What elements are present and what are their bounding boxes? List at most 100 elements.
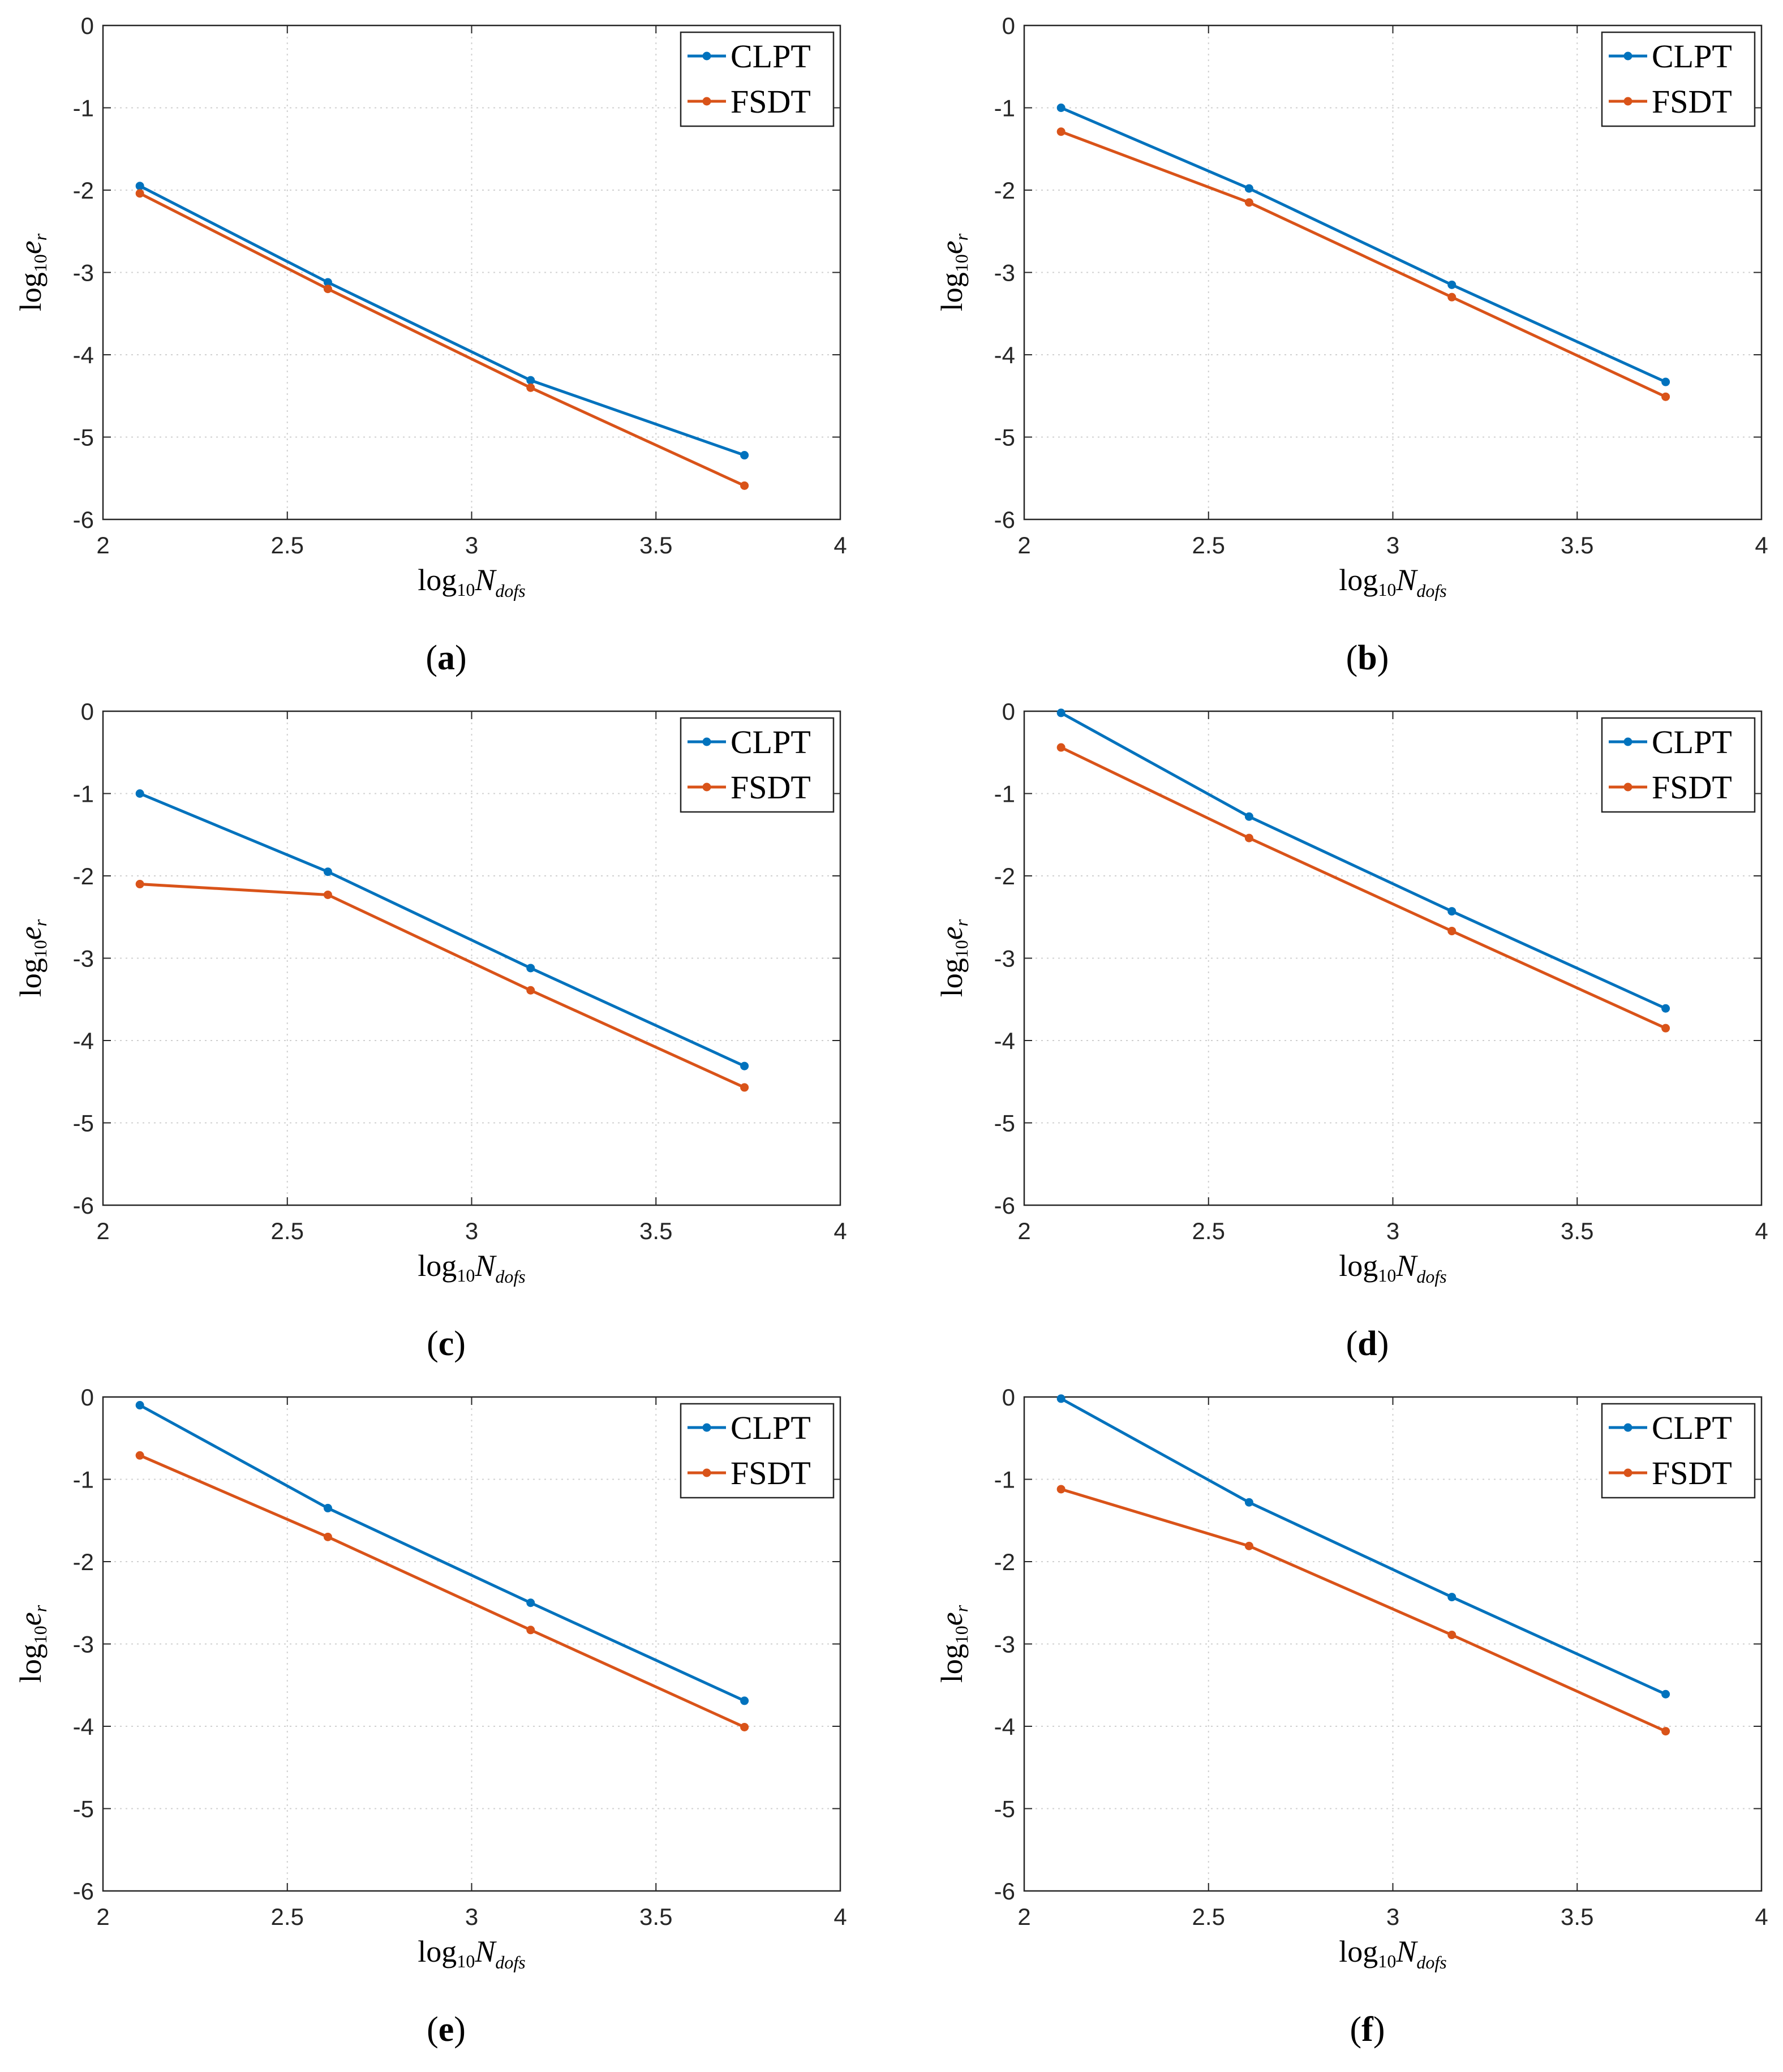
data-point-clpt: [1244, 812, 1253, 821]
data-point-fsdt: [323, 285, 332, 294]
series-line-clpt: [139, 792, 745, 1068]
data-point-clpt: [1447, 1593, 1457, 1602]
x-tick-label: 3.5: [1561, 1218, 1593, 1244]
x-tick-label: 2.5: [271, 1218, 304, 1244]
data-point-clpt: [1661, 1004, 1670, 1013]
axes-box: [102, 1396, 841, 1892]
data-point-fsdt: [1661, 392, 1670, 401]
legend-marker-fsdt: [702, 1468, 711, 1477]
y-tick-label: -1: [73, 95, 94, 122]
x-tick-label: 3: [1386, 1903, 1399, 1930]
y-tick-label: -1: [73, 1467, 94, 1493]
y-tick-label: -4: [994, 1028, 1015, 1054]
data-point-fsdt: [1244, 1541, 1253, 1550]
y-tick-label: -3: [994, 945, 1015, 972]
data-point-fsdt: [1661, 1024, 1670, 1033]
data-point-clpt: [1056, 1394, 1065, 1403]
series-line-clpt: [139, 184, 745, 457]
legend-label-clpt: CLPT: [1652, 724, 1732, 760]
x-tick-label: 4: [834, 532, 847, 558]
legend-label-clpt: CLPT: [1652, 38, 1732, 75]
legend-marker-clpt: [702, 737, 711, 746]
data-point-fsdt: [323, 890, 332, 899]
y-tick-label: -3: [994, 1631, 1015, 1658]
data-point-fsdt: [1056, 743, 1065, 752]
x-tick-label: 3.5: [639, 532, 672, 558]
legend: CLPT FSDT: [1601, 1403, 1756, 1499]
legend-label-clpt: CLPT: [731, 724, 811, 760]
y-tick-label: -1: [994, 1467, 1015, 1493]
legend-label-fsdt: FSDT: [731, 769, 811, 806]
data-point-clpt: [1244, 184, 1253, 193]
x-tick-label: 3.5: [639, 1218, 672, 1244]
x-tick-label: 2.5: [1192, 532, 1225, 558]
y-tick-label: -3: [73, 1631, 94, 1658]
legend: CLPT FSDT: [1601, 31, 1756, 127]
x-axis-label: log10Ndofs: [1339, 1249, 1446, 1287]
data-point-clpt: [135, 789, 144, 798]
series-line-fsdt: [139, 192, 745, 487]
x-axis-label: log10Ndofs: [1339, 563, 1446, 601]
legend-box: [680, 717, 835, 813]
axes-box: [1023, 710, 1763, 1206]
legend: CLPT FSDT: [680, 717, 835, 813]
legend-marker-clpt: [702, 1423, 711, 1432]
y-tick-label: -6: [994, 1192, 1015, 1219]
legend-label-clpt: CLPT: [731, 38, 811, 75]
data-point-fsdt: [135, 189, 144, 198]
x-axis-label: log10Ndofs: [418, 1935, 525, 1972]
y-tick-label: 0: [1002, 698, 1015, 725]
data-point-fsdt: [740, 1083, 749, 1092]
x-tick-label: 3: [1386, 532, 1399, 558]
series-line-fsdt: [140, 883, 745, 1089]
series-line-fsdt: [1060, 130, 1666, 398]
legend-marker-fsdt: [1623, 783, 1632, 792]
legend-box: [680, 31, 835, 127]
y-tick-label: -2: [73, 863, 94, 889]
data-point-clpt: [1056, 104, 1065, 112]
legend-marker-fsdt: [702, 97, 711, 106]
axes-box: [102, 24, 841, 521]
series-line-fsdt: [1060, 746, 1666, 1030]
legend-label-fsdt: FSDT: [731, 1455, 811, 1491]
chart-panel-c: 2 2.5 3 3.5 4 0 -1 -2 -3 -4 -5 -6 CLPT FSDT log10Ndofs…: [14, 698, 847, 1363]
y-tick-label: -3: [994, 260, 1015, 286]
axes-box: [1023, 24, 1763, 521]
data-point-fsdt: [740, 1722, 749, 1731]
panel-label: (d): [1346, 1325, 1389, 1363]
legend-marker-fsdt: [702, 783, 711, 792]
data-point-fsdt: [1056, 127, 1065, 136]
legend-box: [1601, 717, 1756, 813]
data-point-fsdt: [1447, 293, 1457, 302]
data-point-clpt: [526, 376, 535, 385]
y-tick-label: -6: [73, 1878, 94, 1905]
y-tick-label: -6: [994, 1878, 1015, 1905]
data-point-fsdt: [1661, 1727, 1670, 1736]
x-tick-label: 3: [465, 1903, 478, 1930]
legend-box: [1601, 31, 1756, 127]
y-tick-label: 0: [1002, 12, 1015, 39]
y-tick-label: 0: [81, 1384, 94, 1411]
data-point-fsdt: [526, 1626, 535, 1635]
series-line-fsdt: [139, 1454, 745, 1729]
x-axis-label: log10Ndofs: [418, 1249, 525, 1287]
y-tick-label: -5: [73, 424, 94, 451]
data-point-clpt: [135, 1401, 144, 1410]
data-point-fsdt: [323, 1532, 332, 1541]
y-tick-label: -2: [994, 1549, 1015, 1575]
x-tick-label: 2: [1017, 1218, 1030, 1244]
y-axis-label: log10er: [14, 1605, 50, 1683]
axes-box: [102, 710, 841, 1206]
x-tick-label: 3: [465, 1218, 478, 1244]
x-axis-label: log10Ndofs: [418, 563, 525, 601]
data-point-fsdt: [526, 986, 535, 995]
chart-panel-d: 2 2.5 3 3.5 4 0 -1 -2 -3 -4 -5 -6 CLPT FSDT log10Ndofs…: [935, 698, 1768, 1363]
y-tick-label: -4: [73, 342, 94, 368]
y-tick-label: 0: [81, 12, 94, 39]
data-point-clpt: [740, 1696, 749, 1705]
y-tick-label: 0: [81, 698, 94, 725]
y-tick-label: -4: [73, 1028, 94, 1054]
chart-panel-b: 2 2.5 3 3.5 4 0 -1 -2 -3 -4 -5 -6 CLPT FSDT log10Ndofs…: [935, 12, 1768, 677]
y-tick-label: -2: [994, 177, 1015, 204]
y-tick-label: -2: [73, 177, 94, 204]
